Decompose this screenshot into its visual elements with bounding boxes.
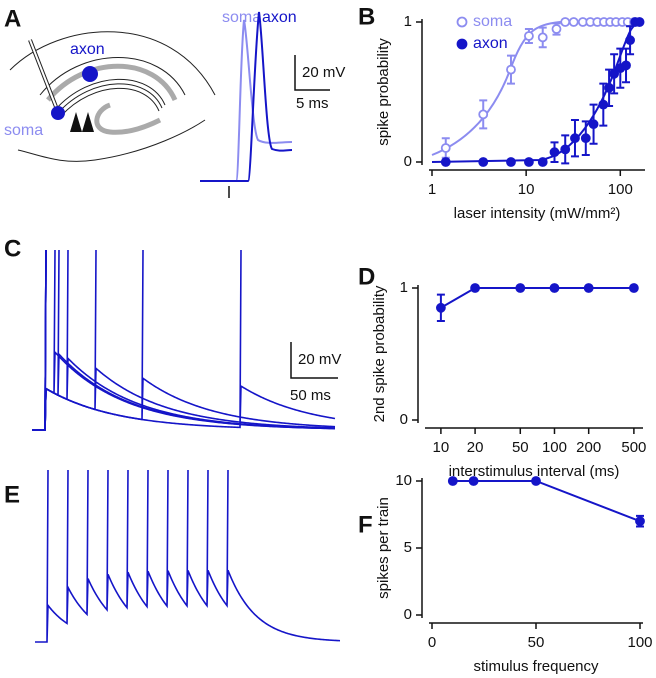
panel-label: C bbox=[4, 235, 21, 262]
panel-label: F bbox=[358, 511, 373, 538]
data-point bbox=[435, 302, 446, 313]
data-point bbox=[531, 476, 541, 486]
data-point bbox=[468, 476, 479, 486]
legend-marker bbox=[456, 16, 468, 28]
x-tick-label: 1 bbox=[428, 181, 436, 198]
x-tick-label: 10 bbox=[433, 439, 450, 456]
data-point bbox=[604, 82, 614, 93]
data-point bbox=[628, 283, 639, 293]
data-point bbox=[634, 17, 645, 27]
panel-label: E bbox=[4, 481, 20, 508]
x-tick-label: 50 bbox=[528, 634, 545, 651]
x-axis-label: laser intensity (mW/mm²) bbox=[454, 205, 621, 222]
data-point bbox=[560, 144, 571, 155]
data-point bbox=[560, 17, 571, 27]
x-tick-label: 100 bbox=[627, 634, 652, 651]
data-point bbox=[478, 109, 489, 120]
data-point bbox=[580, 133, 591, 144]
trace bbox=[32, 249, 336, 431]
trace-label: soma bbox=[222, 9, 261, 26]
y-tick-label: 0 bbox=[400, 411, 408, 428]
y-axis-label: 2nd spike probability bbox=[371, 285, 388, 422]
trace bbox=[200, 11, 293, 182]
x-tick-label: 50 bbox=[512, 439, 529, 456]
data-point bbox=[549, 147, 560, 158]
trace bbox=[35, 469, 341, 643]
data-point bbox=[588, 119, 599, 130]
y-tick-label: 10 bbox=[395, 472, 412, 489]
trace bbox=[32, 249, 336, 431]
scale-label: 5 ms bbox=[296, 95, 329, 112]
legend-label: soma bbox=[473, 13, 512, 30]
scale-bar bbox=[294, 55, 330, 91]
diagram-label: soma bbox=[4, 122, 43, 139]
x-tick-label: 100 bbox=[608, 181, 633, 198]
data-point bbox=[583, 283, 594, 293]
panel-label: A bbox=[4, 5, 21, 32]
data-point bbox=[524, 31, 534, 41]
data-point bbox=[609, 68, 620, 79]
data-point bbox=[551, 24, 562, 34]
y-tick-label: 5 bbox=[404, 539, 412, 556]
y-tick-label: 1 bbox=[404, 13, 412, 30]
data-point bbox=[440, 157, 451, 167]
data-point bbox=[524, 157, 534, 167]
x-tick-label: 20 bbox=[467, 439, 484, 456]
x-axis-label: interstimulus interval (ms) bbox=[449, 463, 620, 480]
trace bbox=[200, 19, 293, 182]
data-point bbox=[598, 99, 609, 110]
data-point bbox=[570, 133, 580, 144]
data-point bbox=[506, 157, 516, 167]
y-axis-label: spike probability bbox=[375, 38, 392, 146]
y-tick-label: 1 bbox=[400, 279, 408, 296]
x-tick-label: 0 bbox=[428, 634, 436, 651]
diagram-label: axon bbox=[70, 41, 105, 58]
legend-label: axon bbox=[473, 35, 508, 52]
data-point bbox=[478, 157, 489, 167]
scale-label: 20 mV bbox=[302, 64, 345, 81]
scale-label: 50 ms bbox=[290, 387, 331, 404]
scale-bar bbox=[290, 342, 338, 379]
data-point bbox=[515, 283, 526, 293]
x-axis-label: stimulus frequency bbox=[473, 658, 599, 675]
data-point bbox=[635, 516, 645, 527]
panel-label: D bbox=[358, 263, 375, 290]
panel-label: B bbox=[358, 3, 375, 30]
series-line bbox=[440, 287, 634, 309]
x-tick-label: 100 bbox=[542, 439, 567, 456]
y-axis-label: spikes per train bbox=[375, 497, 392, 599]
data-point bbox=[440, 143, 451, 153]
data-point bbox=[549, 283, 560, 293]
series-line bbox=[452, 480, 641, 523]
legend-marker bbox=[456, 38, 468, 50]
data-point bbox=[625, 35, 635, 46]
hippocampus-diagram bbox=[9, 31, 216, 162]
data-point bbox=[506, 64, 516, 75]
y-tick-label: 0 bbox=[404, 606, 412, 623]
data-point bbox=[470, 283, 480, 293]
data-point bbox=[537, 157, 548, 167]
x-tick-label: 10 bbox=[518, 181, 535, 198]
data-point bbox=[568, 17, 579, 27]
data-point bbox=[447, 476, 458, 486]
x-tick-label: 200 bbox=[576, 439, 601, 456]
data-point bbox=[621, 60, 631, 71]
data-point bbox=[537, 32, 548, 43]
trace-label: axon bbox=[262, 9, 297, 26]
y-tick-label: 0 bbox=[404, 153, 412, 170]
scale-label: 20 mV bbox=[298, 351, 341, 368]
x-tick-label: 500 bbox=[621, 439, 646, 456]
